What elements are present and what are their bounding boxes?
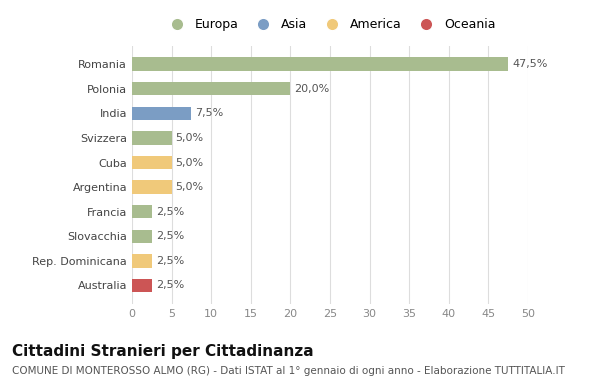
Text: 7,5%: 7,5%: [196, 108, 224, 118]
Bar: [132, 156, 172, 169]
Bar: [132, 205, 152, 218]
Text: COMUNE DI MONTEROSSO ALMO (RG) - Dati ISTAT al 1° gennaio di ogni anno - Elabora: COMUNE DI MONTEROSSO ALMO (RG) - Dati IS…: [12, 366, 565, 375]
Text: 5,0%: 5,0%: [176, 133, 203, 143]
Bar: [132, 279, 152, 292]
Text: 5,0%: 5,0%: [176, 182, 203, 192]
Text: 2,5%: 2,5%: [156, 231, 184, 241]
Bar: [132, 57, 508, 71]
Bar: [132, 254, 152, 268]
Bar: [132, 131, 172, 145]
Text: 20,0%: 20,0%: [295, 84, 329, 94]
Bar: [132, 230, 152, 243]
Bar: [132, 82, 290, 95]
Text: 5,0%: 5,0%: [176, 157, 203, 168]
Bar: [132, 180, 172, 194]
Text: 47,5%: 47,5%: [512, 59, 548, 69]
Bar: [132, 106, 191, 120]
Text: 2,5%: 2,5%: [156, 256, 184, 266]
Text: 2,5%: 2,5%: [156, 280, 184, 290]
Text: Cittadini Stranieri per Cittadinanza: Cittadini Stranieri per Cittadinanza: [12, 344, 314, 359]
Text: 2,5%: 2,5%: [156, 207, 184, 217]
Legend: Europa, Asia, America, Oceania: Europa, Asia, America, Oceania: [160, 13, 500, 36]
